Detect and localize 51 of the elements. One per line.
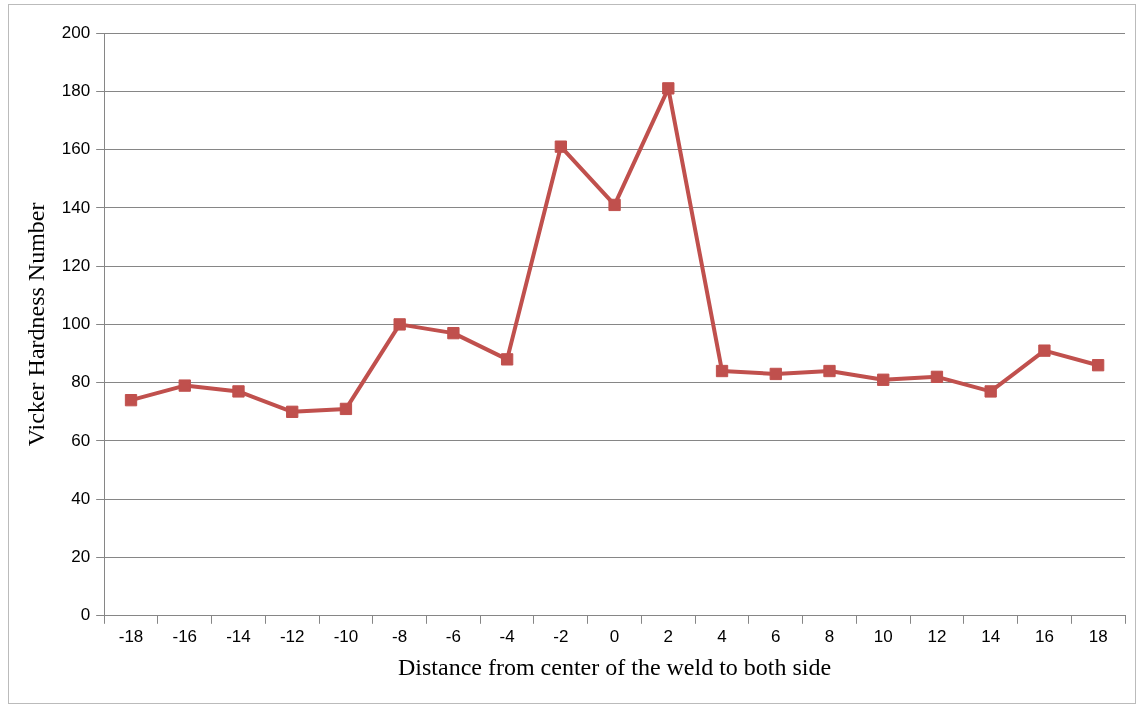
point — [984, 385, 997, 398]
point — [715, 364, 729, 378]
y-tick-label: 180 — [61, 80, 91, 100]
x-tick-label: -2 — [553, 626, 569, 646]
x-tick-label: 2 — [663, 626, 674, 646]
x-tick-label: -6 — [445, 626, 461, 646]
x-tick-label: -8 — [392, 626, 408, 646]
x-axis-title: Distance from center of the weld to both side — [397, 653, 832, 680]
y-tick-label: 200 — [61, 22, 91, 42]
point — [608, 198, 621, 212]
x-tick-label: -14 — [226, 626, 251, 646]
x-tick-label: 12 — [927, 626, 947, 646]
y-tick-label: 120 — [61, 255, 91, 275]
x-tick-label: -16 — [172, 626, 198, 646]
x-tick-label: 8 — [824, 626, 835, 646]
point — [447, 326, 460, 340]
y-tick-label: 100 — [61, 314, 91, 334]
y-tick-label: 0 — [80, 605, 91, 625]
x-tick-label: 14 — [981, 626, 1001, 646]
y-tick-label: 40 — [71, 488, 91, 508]
point — [339, 402, 353, 416]
x-tick-label: 18 — [1088, 626, 1108, 646]
x-tick-label: -10 — [333, 626, 359, 646]
point — [1038, 344, 1051, 357]
x-tick-label: -18 — [118, 626, 144, 646]
x-tick-label: 0 — [609, 626, 620, 646]
y-tick-label: 60 — [71, 430, 91, 450]
point — [877, 373, 890, 386]
point — [393, 318, 406, 331]
point — [662, 82, 675, 95]
y-axis-title: Vicker Hardness Number — [22, 202, 49, 447]
point — [930, 370, 944, 384]
x-tick-label: 4 — [717, 626, 727, 646]
point — [124, 394, 138, 407]
y-tick-label: 140 — [61, 197, 91, 217]
point — [286, 405, 299, 418]
y-tick-label: 80 — [71, 372, 91, 392]
y-tick-label: 20 — [71, 547, 91, 567]
x-tick-label: -4 — [499, 626, 515, 646]
point — [769, 367, 782, 381]
x-tick-label: -12 — [279, 626, 305, 646]
point — [500, 353, 514, 366]
point — [232, 385, 245, 398]
x-tick-label: 6 — [771, 626, 781, 646]
point — [1091, 359, 1105, 372]
point — [554, 140, 568, 153]
x-tick-label: 16 — [1034, 626, 1054, 646]
point — [178, 379, 191, 392]
point — [823, 364, 836, 378]
y-tick-label: 160 — [61, 139, 91, 159]
x-tick-label: 10 — [873, 626, 893, 646]
